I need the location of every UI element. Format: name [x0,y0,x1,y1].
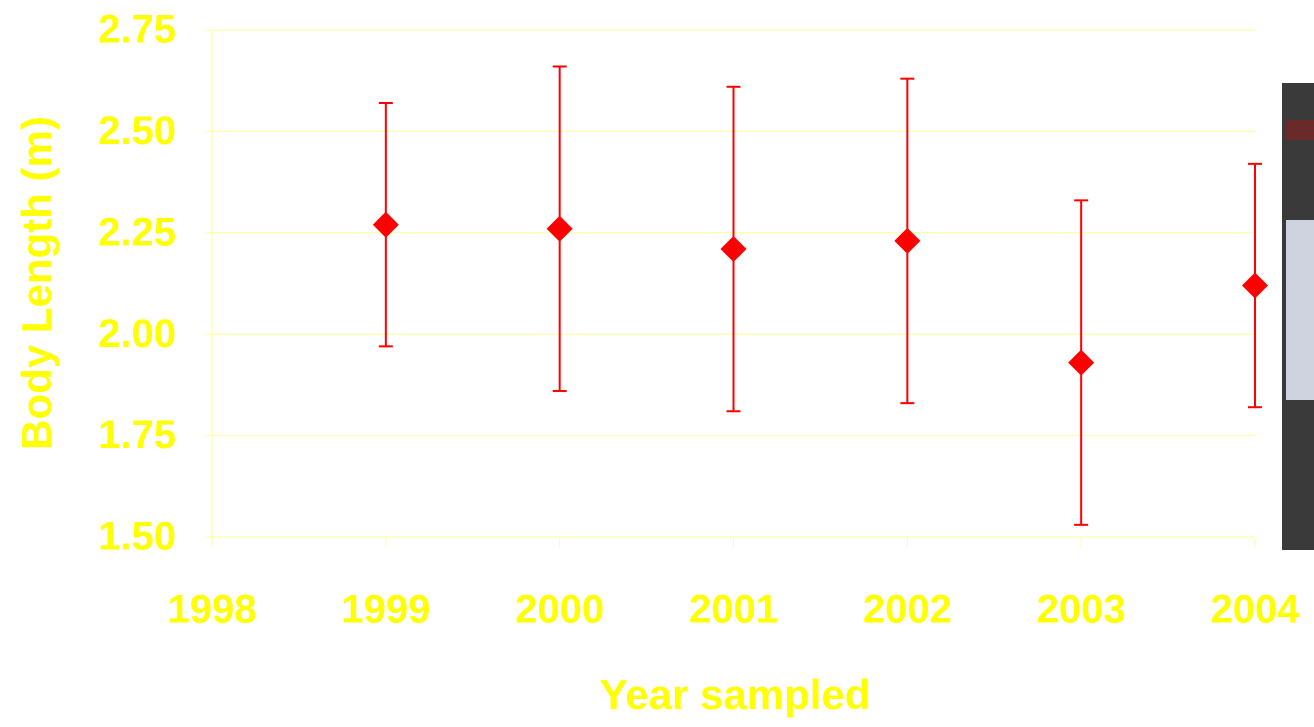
y-tick-label: 2.00 [98,312,176,356]
point [720,236,747,263]
point [894,227,921,254]
photo-detail [1286,120,1314,140]
point [546,215,573,242]
x-tick-label: 2002 [863,588,952,632]
y-tick-label: 2.75 [98,8,176,52]
y-tick-label: 2.50 [98,109,176,153]
point [1068,349,1095,376]
photo-detail [1286,220,1314,400]
x-tick-label: 1999 [341,588,430,632]
x-tick-label: 1998 [168,588,257,632]
y-tick-label: 1.50 [98,515,176,559]
x-tick-label: 2001 [689,588,778,632]
y-tick-label: 1.75 [98,413,176,457]
x-tick-label: 2000 [515,588,604,632]
point [1242,272,1268,299]
x-tick-label: 2004 [1211,588,1301,632]
y-tick-label: 2.25 [98,210,176,254]
y-axis-title: Body Length (m) [13,116,60,450]
x-tick-label: 2003 [1037,588,1126,632]
point [372,211,399,238]
x-axis-title: Year sampled [600,671,871,718]
